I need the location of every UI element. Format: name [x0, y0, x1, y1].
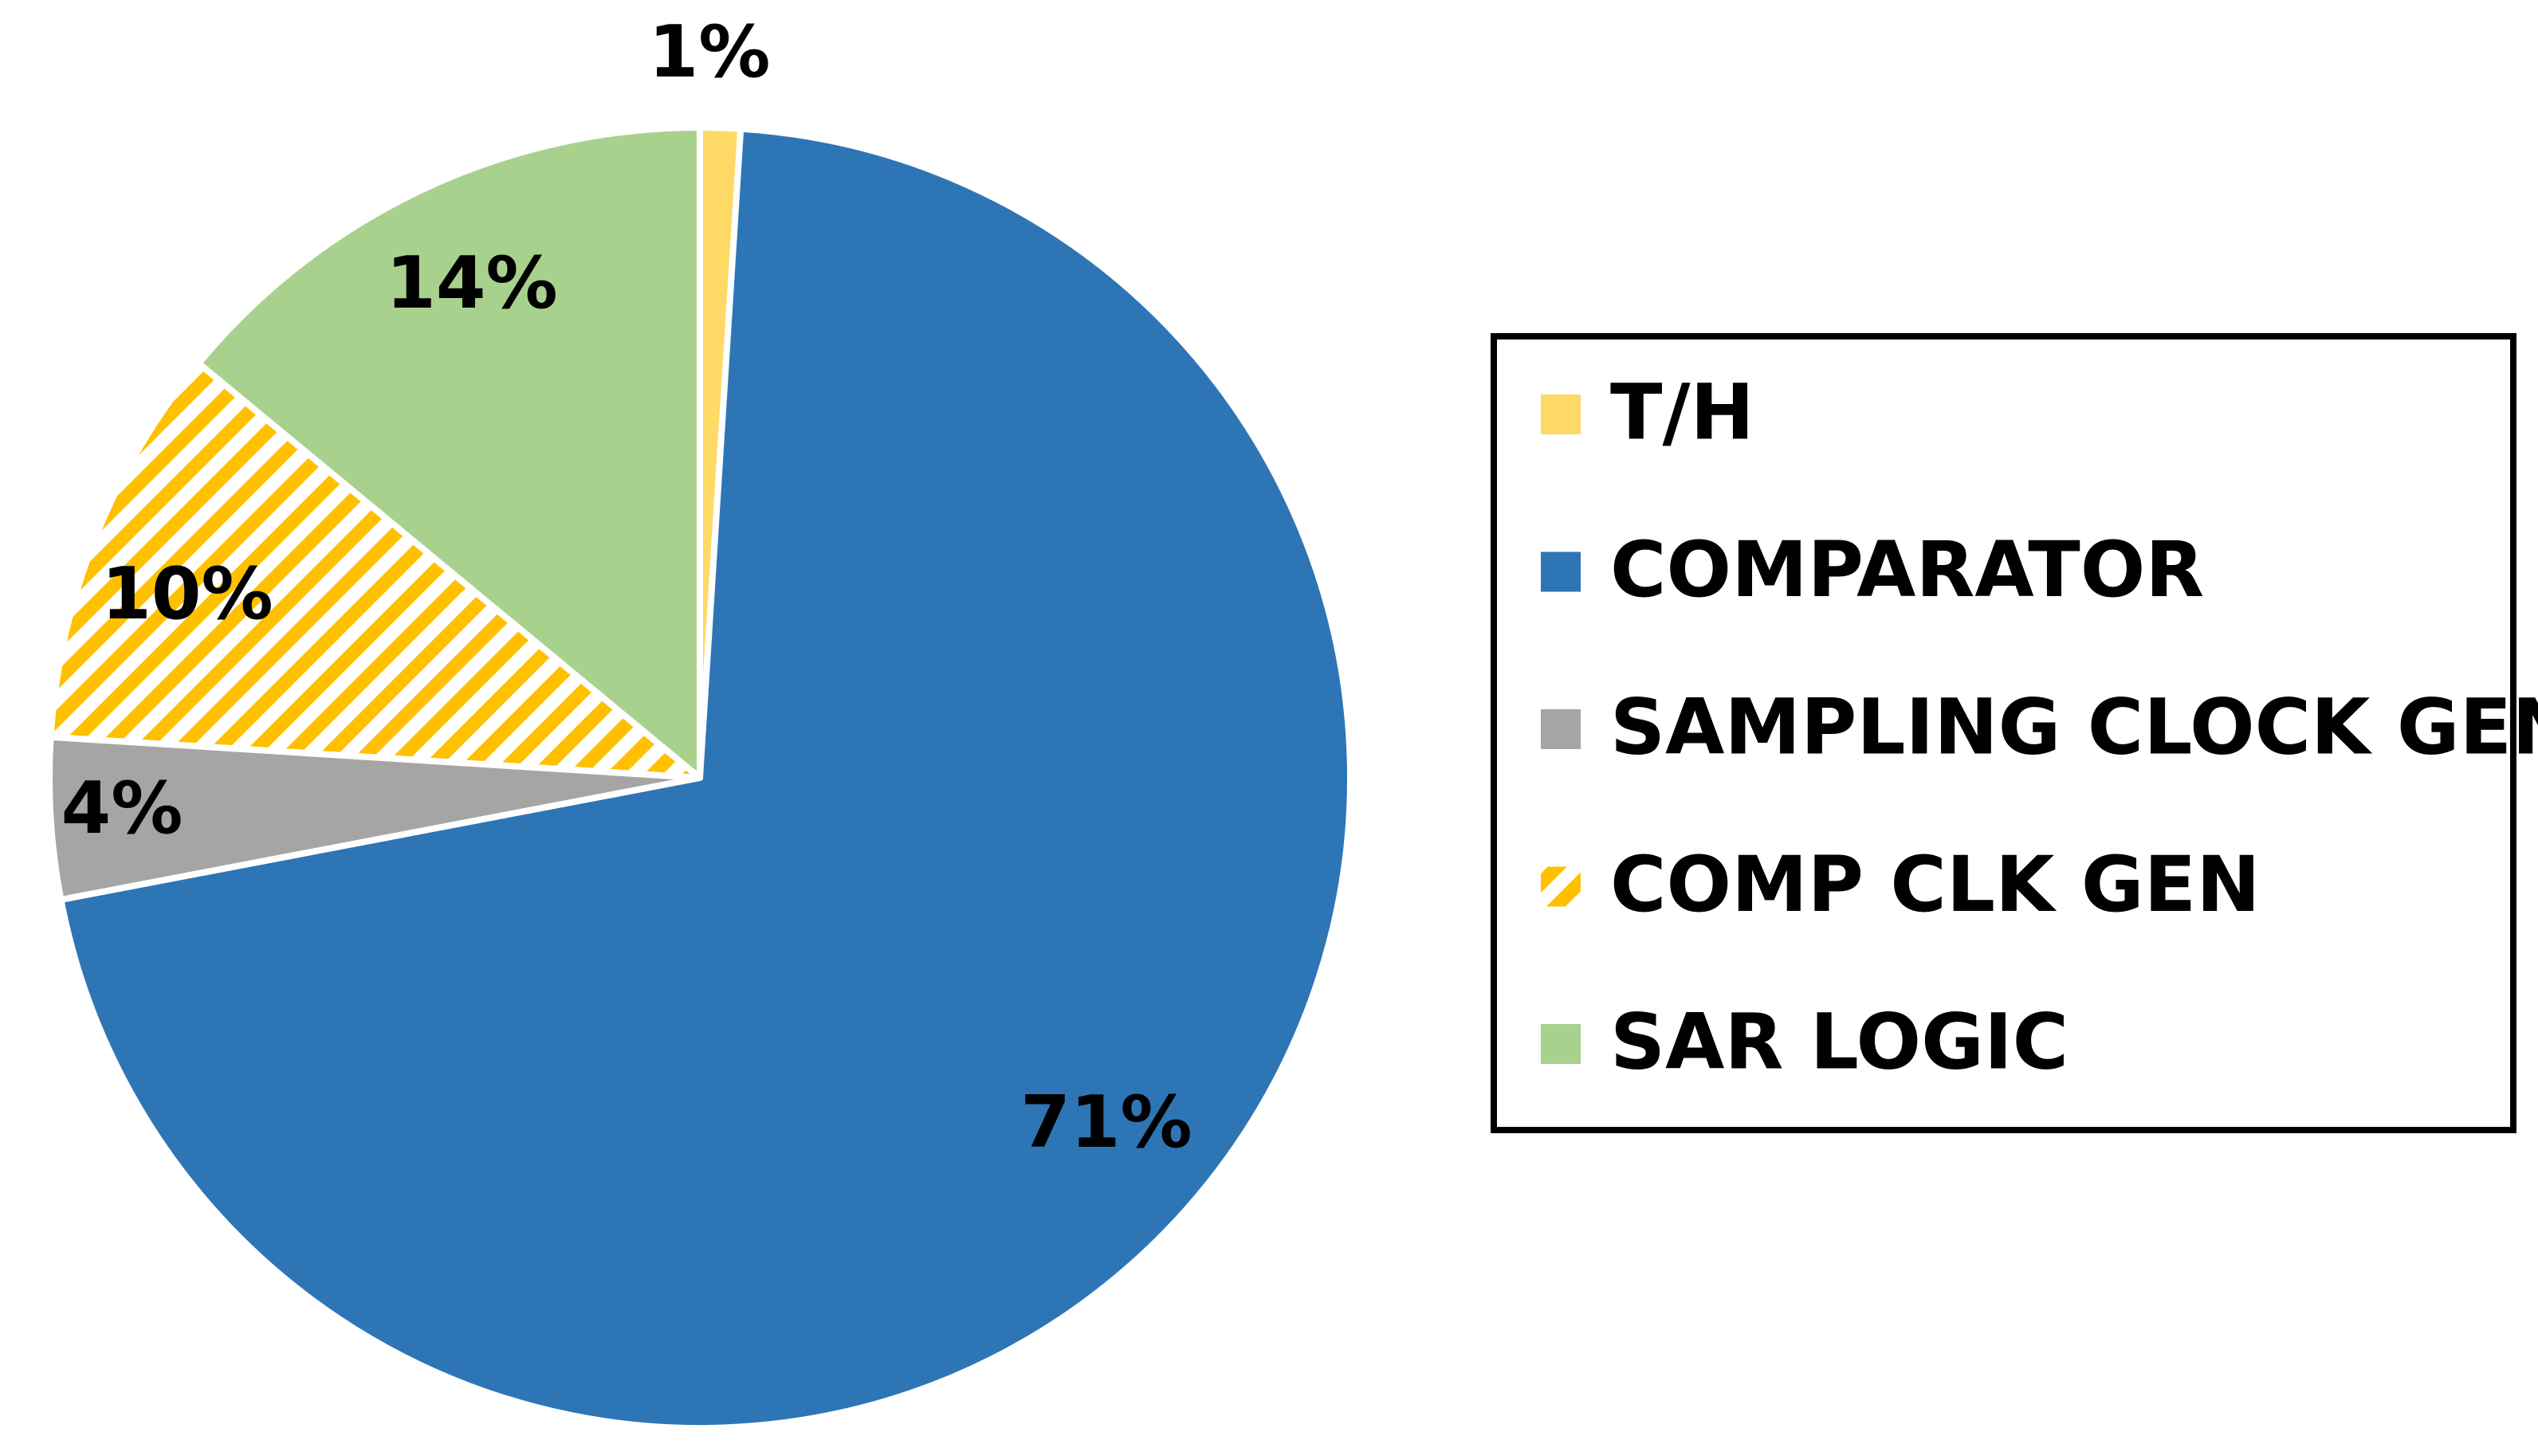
legend-swatch: [1541, 866, 1581, 907]
legend-swatch: [1541, 551, 1581, 592]
data-label: 14%: [386, 241, 557, 325]
data-label: 4%: [61, 767, 183, 850]
data-label: 71%: [1020, 1081, 1192, 1164]
legend-label: COMP CLK GEN: [1610, 840, 2261, 929]
legend-box: [1491, 333, 2516, 1133]
pie-slice: [195, 124, 703, 781]
legend-label: T/H: [1610, 367, 1754, 457]
pie-slice: [47, 359, 703, 781]
legend-label: SAMPLING CLOCK GEN: [1610, 682, 2538, 771]
legend-label: COMPARATOR: [1610, 525, 2204, 614]
legend-label: SAR LOGIC: [1610, 997, 2069, 1086]
legend-swatch: [1541, 394, 1581, 434]
legend-swatch: [1541, 1024, 1581, 1064]
pie-slice: [57, 125, 1353, 1431]
data-label: 10%: [101, 552, 273, 636]
legend-swatch: [1541, 709, 1581, 749]
data-label: 1%: [649, 10, 771, 94]
